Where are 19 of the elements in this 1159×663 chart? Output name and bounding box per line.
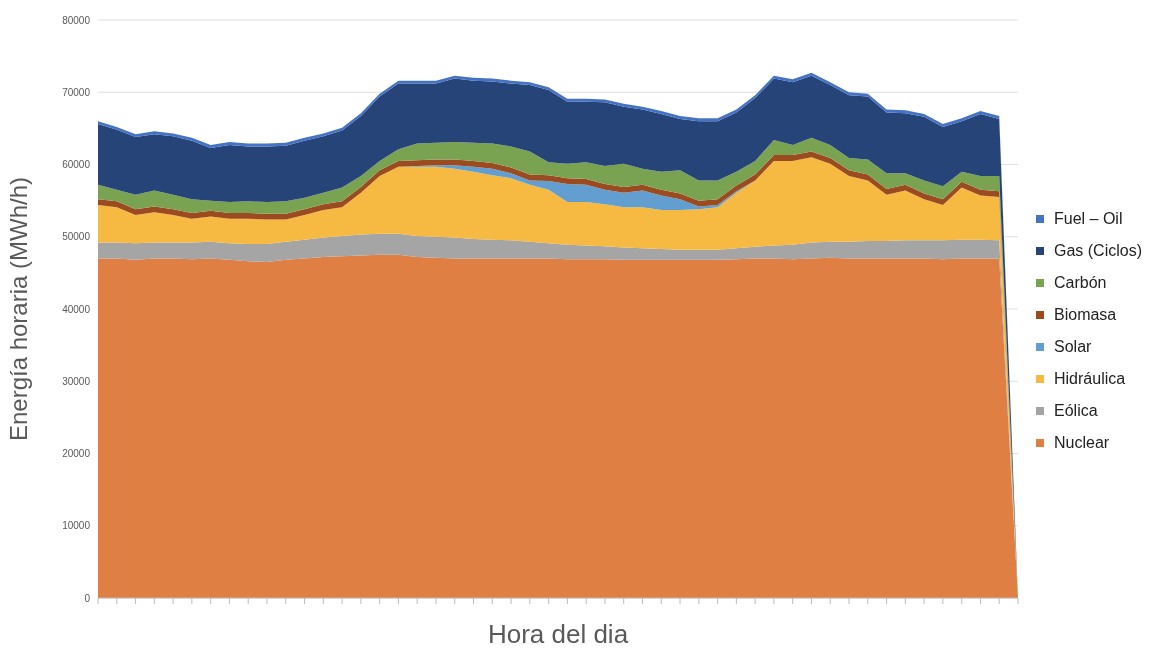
y-tick-label: 70000 xyxy=(62,86,91,98)
y-tick-label: 80000 xyxy=(62,14,91,26)
y-tick-label: 50000 xyxy=(62,231,91,243)
legend-label: Hidráulica xyxy=(1054,369,1126,388)
legend-label: Nuclear xyxy=(1054,433,1110,452)
y-tick-label: 30000 xyxy=(62,375,91,387)
legend-label: Fuel – Oil xyxy=(1054,209,1123,228)
y-tick-label: 60000 xyxy=(62,159,91,171)
x-axis-title: Hora del dia xyxy=(487,619,629,649)
legend-label: Biomasa xyxy=(1054,305,1117,324)
legend-label: Eólica xyxy=(1054,401,1098,420)
legend-label: Gas (Ciclos) xyxy=(1054,241,1143,260)
legend-label: Carbón xyxy=(1054,273,1107,292)
y-axis-title: Energía horaria (MWh/h) xyxy=(4,176,32,442)
legend-label: Solar xyxy=(1054,337,1092,356)
y-tick-label: 10000 xyxy=(62,520,91,532)
y-tick-label: 40000 xyxy=(62,303,91,315)
y-tick-label: 20000 xyxy=(62,448,91,460)
y-tick-label: 0 xyxy=(84,592,91,604)
